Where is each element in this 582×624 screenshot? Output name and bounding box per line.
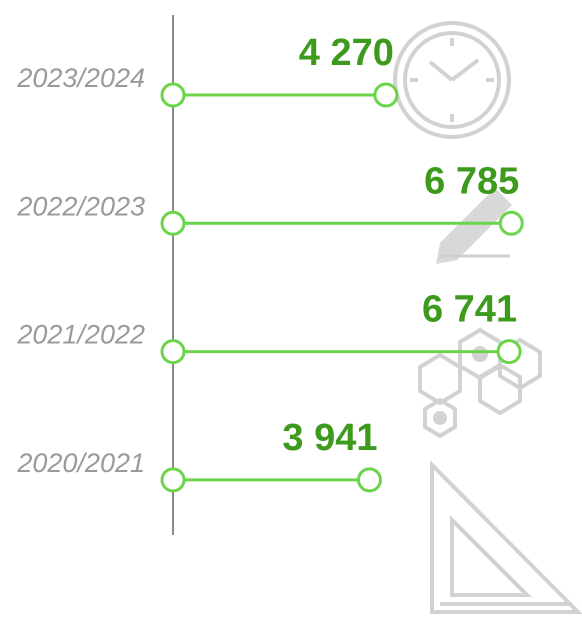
decorative-icons (393, 21, 582, 614)
triangle-ruler-icon (430, 460, 582, 614)
value-label: 6 741 (422, 289, 517, 331)
category-label: 2021/2022 (16, 320, 145, 350)
clock-icon (393, 21, 511, 139)
end-dot (356, 467, 382, 493)
start-dot (160, 210, 186, 236)
value-label: 6 785 (424, 160, 519, 202)
category-label: 2020/2021 (16, 448, 145, 478)
hexagons-icon (418, 327, 542, 439)
start-dot (160, 339, 186, 365)
end-dot (496, 339, 522, 365)
value-label: 3 941 (282, 417, 377, 459)
end-dot (498, 210, 524, 236)
category-label: 2022/2023 (16, 191, 145, 221)
value-label: 4 270 (299, 32, 394, 74)
category-label: 2023/2024 (16, 63, 145, 93)
start-dot (160, 82, 186, 108)
end-dot (373, 82, 399, 108)
pencil-icon (436, 188, 512, 264)
start-dot (160, 467, 186, 493)
